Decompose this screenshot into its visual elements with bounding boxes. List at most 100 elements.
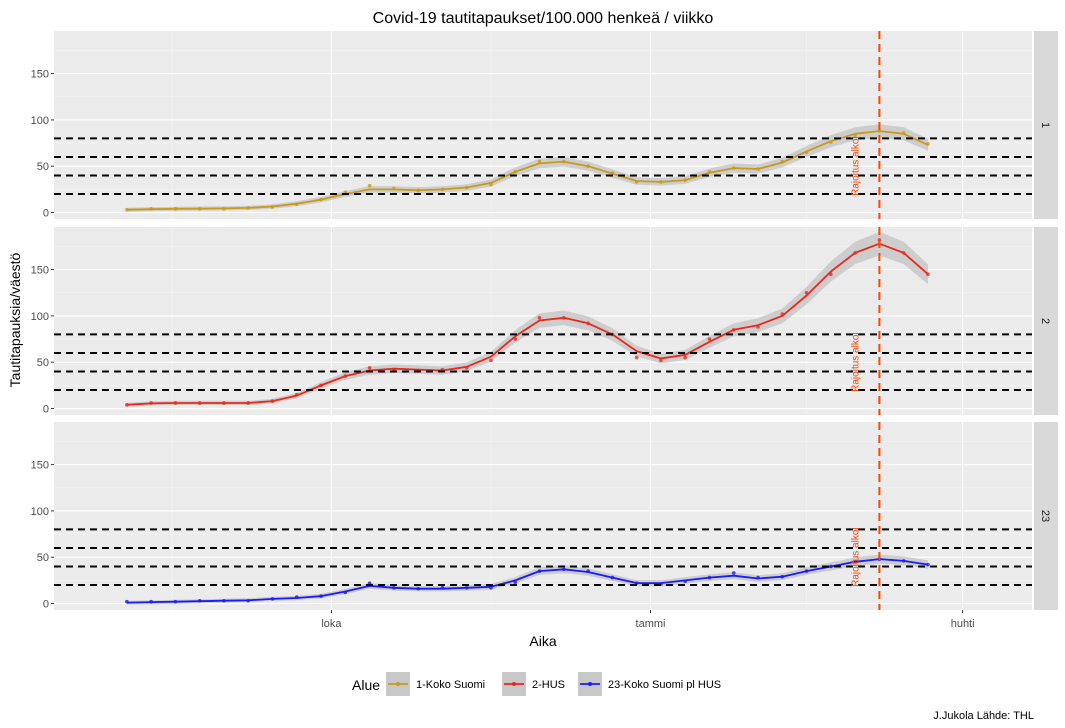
data-point [829,564,833,569]
data-point [804,150,809,155]
data-point [294,595,299,599]
data-point [707,337,712,341]
data-point [222,207,226,211]
data-point [731,166,736,170]
series-line [126,558,929,604]
data-point [853,560,857,564]
data-point [440,585,445,590]
data-point [562,567,566,572]
data-point [319,197,323,202]
data-point [901,131,906,135]
series-line [126,242,929,406]
y-tick-label: 50 [37,357,49,369]
data-point [683,178,687,182]
data-point [513,337,518,341]
intervention-label: Rajoitus alkoi [850,332,861,391]
legend: Alue 1-Koko Suomi 2-HUS 23-Koko Suomi pl H… [352,672,721,696]
data-point [197,401,202,405]
data-point [464,365,469,370]
confidence-band [126,554,929,605]
data-point [901,559,906,563]
legend-key-point [512,682,516,686]
data-point [562,159,566,164]
data-point [926,562,930,567]
data-point [659,358,663,363]
intervention-label: Rajoitus alkoi [850,136,861,195]
x-tick-label: huhti [951,618,975,630]
data-point [780,159,785,164]
data-point [246,401,251,405]
data-point [197,207,202,211]
data-point [464,185,469,190]
data-point [149,599,153,604]
data-point [756,575,760,580]
data-point [610,170,615,175]
legend-label: 23-Koko Suomi pl HUS [608,679,721,691]
legend-label: 1-Koko Suomi [416,679,485,691]
facet-strip [1034,31,1058,219]
data-point [294,202,299,206]
data-point [756,167,760,171]
data-point [926,272,930,277]
data-point [829,272,833,277]
data-point [270,205,275,209]
data-point [270,597,275,601]
data-point [149,401,153,405]
legend-item: 2-HUS [502,672,565,696]
data-point [537,569,542,573]
facet-strip-label: 23 [1039,510,1051,522]
data-point [246,598,251,603]
data-point [537,315,542,320]
intervention-label: Rajoitus alkoi [850,527,861,586]
data-point [222,598,226,603]
data-point [513,169,518,174]
data-point [829,140,833,144]
data-point [731,571,736,575]
legend-key-point [588,682,592,686]
data-point [489,182,493,187]
panel-1: 0 50 100 150 Rajoitus alkoi 1 [31,31,1058,220]
legend-item: 1-Koko Suomi [386,672,485,696]
series-line [126,130,929,211]
legend-label: 2-HUS [532,679,565,691]
data-point [610,575,615,580]
y-axis-title: Tautitapauksia/väestö [7,252,23,387]
data-point [489,358,493,363]
data-point [901,251,906,255]
data-point [586,569,590,573]
data-point [464,585,469,590]
data-point [877,129,882,133]
y-tick-label: 100 [31,115,49,127]
data-point [634,355,639,360]
x-axis-ticks: loka tammi huhti [321,610,975,630]
x-axis-title: Aika [529,633,556,649]
data-point [367,183,372,188]
data-point [125,207,129,212]
legend-item: 23-Koko Suomi pl HUS [578,672,721,696]
data-point [586,164,590,169]
x-tick-label: loka [321,618,342,630]
data-point [319,594,323,598]
data-point [780,574,785,579]
data-point [125,403,129,407]
facet-panels: 0 50 100 150 Rajoitus alkoi 1 0 50 100 150 Rajoitu… [31,31,1058,611]
facet-strip [1034,422,1058,610]
data-point [562,315,566,320]
confidence-band [126,231,929,407]
data-point [853,251,857,255]
data-point [804,569,809,573]
panel-23: 0 50 100 150 Rajoitus alkoi 23 [31,422,1058,611]
data-point [319,383,323,388]
y-tick-label: 0 [43,404,49,416]
y-tick-label: 0 [43,599,49,611]
data-point [343,590,348,595]
data-point [343,374,348,378]
x-tick-label: tammi [636,618,666,630]
data-point [294,392,299,397]
chart-title: Covid-19 tautitapaukset/100.000 henkeä /… [373,10,714,27]
data-point [731,327,736,332]
data-point [780,312,785,316]
data-point [367,365,372,370]
data-point [440,187,445,192]
